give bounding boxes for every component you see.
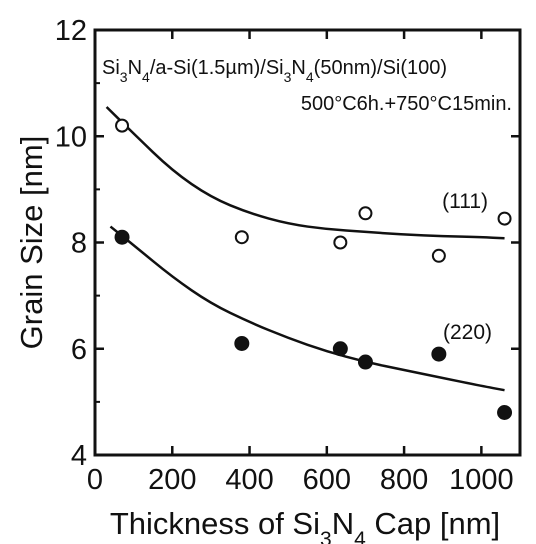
data-point-111 [333, 235, 348, 250]
y-tick-label: 6 [71, 334, 87, 366]
data-point-111 [234, 230, 249, 245]
x-axis-title: Thickness of Si3N4 Cap [nm] [110, 506, 500, 544]
x-tick-label: 600 [303, 464, 351, 496]
data-point-111 [431, 248, 446, 263]
fit-curve-111 [105, 106, 505, 240]
data-point-220 [234, 335, 250, 351]
data-points [114, 118, 513, 420]
x-tick-label: 400 [225, 464, 273, 496]
x-tick-label: 800 [380, 464, 428, 496]
data-point-220 [114, 229, 130, 245]
x-tick-label: 1000 [449, 464, 514, 496]
data-point-220 [431, 346, 447, 362]
fit-curve-220 [109, 225, 505, 392]
annotations: Si3N4/a-Si(1.5µm)/Si3N4(50nm)/Si(100) 500… [102, 57, 512, 344]
data-point-111 [497, 211, 512, 226]
data-point-220 [332, 341, 348, 357]
y-tick-label: 12 [55, 15, 87, 47]
data-point-220 [357, 354, 373, 370]
fit-curves [105, 106, 505, 392]
data-point-111 [115, 118, 130, 133]
y-axis-title: Grain Size [nm] [14, 136, 49, 350]
x-tick-label: 0 [87, 464, 103, 496]
y-tick-label: 4 [71, 440, 87, 472]
series-label-111: (111) [442, 190, 488, 213]
data-point-111 [358, 206, 373, 221]
structure-annotation: Si3N4/a-Si(1.5µm)/Si3N4(50nm)/Si(100) [102, 57, 447, 85]
anneal-annotation: 500°C6h.+750°C15min. [301, 93, 512, 115]
series-label-220: (220) [443, 321, 492, 344]
axis-ticks: 0 200 400 600 800 1000 4 6 8 10 12 [55, 15, 520, 496]
y-tick-label: 10 [55, 121, 87, 153]
data-point-220 [497, 405, 513, 420]
x-tick-label: 200 [148, 464, 196, 496]
axis-titles: Thickness of Si3N4 Cap [nm] Grain Size [n… [14, 136, 500, 544]
y-tick-label: 8 [71, 228, 87, 260]
